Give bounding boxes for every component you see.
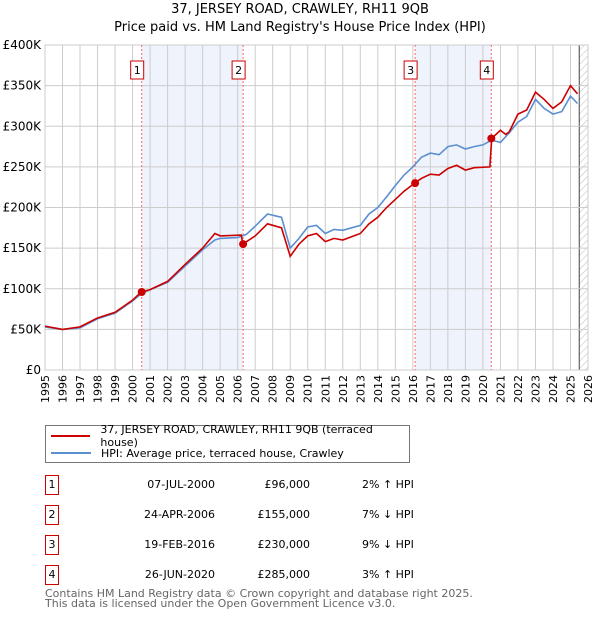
chart-title: 37, JERSEY ROAD, CRAWLEY, RH11 9QB: [171, 2, 429, 17]
sale-price: £285,000: [257, 568, 311, 581]
y-tick-label: £250K: [3, 160, 43, 174]
x-tick-label: 1996: [57, 375, 70, 403]
sale-number: 4: [45, 565, 59, 585]
x-tick-label: 2023: [529, 375, 542, 403]
x-tick-label: 2007: [249, 375, 262, 403]
x-tick-label: 2019: [459, 375, 472, 403]
sale-price: £230,000: [257, 538, 311, 551]
sale-label: 4: [483, 64, 490, 77]
x-tick-label: 2015: [389, 375, 402, 403]
x-tick-label: 2017: [424, 375, 437, 403]
table-row: 3 19-FEB-2016 £230,000 9% ↓ HPI: [45, 535, 414, 557]
sale-point: [411, 179, 420, 188]
x-tick-label: 2018: [442, 375, 455, 403]
y-tick-label: £0: [26, 363, 41, 377]
x-tick-label: 2003: [179, 375, 192, 403]
x-tick-label: 2020: [477, 375, 490, 403]
x-tick-label: 2024: [547, 375, 560, 403]
x-tick-label: 2004: [197, 375, 210, 403]
y-tick-label: £300K: [3, 119, 43, 133]
legend-item-hpi: HPI: Average price, terraced house, Craw…: [51, 445, 344, 461]
legend: 37, JERSEY ROAD, CRAWLEY, RH11 9QB (terr…: [45, 423, 410, 463]
x-tick-label: 2006: [232, 375, 245, 403]
x-tick-label: 2025: [564, 375, 577, 403]
footer: Contains HM Land Registry data © Crown c…: [45, 587, 473, 610]
x-tick-label: 2008: [267, 375, 280, 403]
sale-number: 1: [45, 475, 59, 495]
table-row: 1 07-JUL-2000 £96,000 2% ↑ HPI: [45, 475, 414, 497]
chart-subtitle: Price paid vs. HM Land Registry's House …: [114, 20, 486, 35]
x-tick-label: 2001: [144, 375, 157, 403]
y-tick-label: £50K: [10, 322, 42, 336]
sale-label-box: [479, 60, 494, 80]
sale-label: 3: [407, 64, 414, 77]
legend-item-property: 37, JERSEY ROAD, CRAWLEY, RH11 9QB (terr…: [51, 423, 409, 449]
x-tick-label: 2026: [582, 375, 595, 403]
x-tick-label: 2000: [127, 375, 140, 403]
y-tick-label: £150K: [3, 241, 43, 255]
y-tick-label: £100K: [3, 282, 43, 296]
hpi-delta: 7% ↓ HPI: [362, 508, 414, 521]
y-tick-label: £350K: [3, 79, 43, 93]
table-row: 4 26-JUN-2020 £285,000 3% ↑ HPI: [45, 565, 414, 587]
x-tick-label: 2021: [494, 375, 507, 403]
hpi-line: [44, 94, 579, 331]
table-row: 2 24-APR-2006 £155,000 7% ↓ HPI: [45, 505, 414, 527]
x-tick-label: 2013: [354, 375, 367, 403]
sale-label: 1: [134, 64, 141, 77]
sale-price: £96,000: [264, 478, 311, 491]
x-tick-label: 1999: [109, 375, 122, 403]
sale-point: [239, 240, 248, 249]
sale-label: 2: [235, 64, 242, 77]
y-tick-label: £400K: [3, 38, 43, 52]
footer-line: This data is licensed under the Open Gov…: [45, 597, 396, 610]
footer-line: Contains HM Land Registry data © Crown c…: [45, 587, 473, 600]
sale-label-box: [231, 60, 246, 80]
x-tick-label: 2005: [214, 375, 227, 403]
x-tick-label: 2011: [319, 375, 332, 403]
legend-label: 37, JERSEY ROAD, CRAWLEY, RH11 9QB (terr…: [100, 423, 373, 449]
x-tick-label: 2009: [284, 375, 297, 403]
legend-swatch-red: [51, 435, 91, 437]
sale-number: 3: [45, 535, 59, 555]
sale-date: 24-APR-2006: [143, 508, 215, 521]
x-tick-label: 1997: [74, 375, 87, 403]
sale-label-box: [403, 60, 418, 80]
sale-date: 07-JUL-2000: [147, 478, 215, 491]
sale-date: 26-JUN-2020: [144, 568, 215, 581]
x-tick-label: 2022: [512, 375, 525, 403]
price-paid-line: [44, 84, 579, 331]
x-tick-label: 1998: [92, 375, 105, 403]
sale-point: [137, 288, 146, 296]
y-tick-label: £200K: [3, 201, 43, 215]
x-tick-label: 2010: [302, 375, 315, 403]
x-tick-label: 2012: [337, 375, 350, 403]
sale-price: £155,000: [257, 508, 311, 521]
sale-label-box: [130, 60, 145, 80]
legend-swatch-blue: [51, 452, 91, 454]
sale-number: 2: [45, 505, 59, 525]
x-tick-label: 1995: [39, 375, 52, 403]
hpi-delta: 2% ↑ HPI: [362, 478, 414, 491]
x-tick-label: 2002: [162, 375, 175, 403]
hpi-delta: 9% ↓ HPI: [362, 538, 414, 551]
x-tick-label: 2014: [372, 375, 385, 403]
sale-date: 19-FEB-2016: [144, 538, 215, 551]
legend-label: HPI: Average price, terraced house, Craw…: [101, 446, 344, 460]
sale-point: [487, 134, 496, 143]
price-chart: 1995 1996 1997 1998 1999 2000 2001 2002 2003 2004…: [3, 38, 595, 403]
x-tick-label: 2016: [407, 375, 420, 403]
hpi-delta: 3% ↑ HPI: [362, 568, 414, 581]
plot-frame: [44, 44, 589, 371]
